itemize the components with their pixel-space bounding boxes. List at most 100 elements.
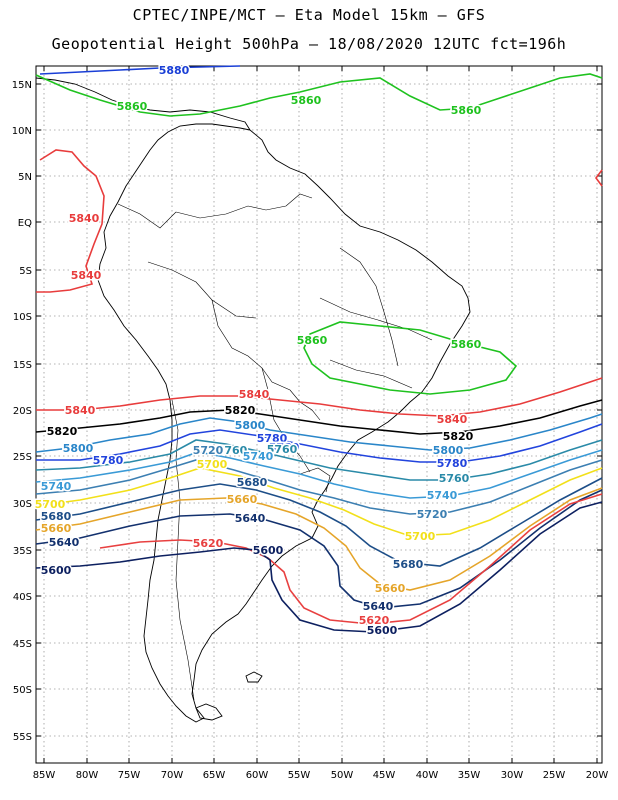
contour-label-5880: 5880 (159, 64, 190, 77)
central-america-coast (35, 77, 251, 131)
brazil-states-2 (319, 297, 433, 341)
contour-label-5640: 5640 (363, 600, 394, 613)
contour-5880 (39, 65, 241, 75)
contour-label-5860: 5860 (297, 334, 328, 347)
map-subtitle: Geopotential Height 500hPa – 18/08/2020 … (51, 35, 567, 53)
latitude-label: 20S (13, 406, 32, 417)
contour-label-5860: 5860 (291, 94, 322, 107)
contour-label-5720: 5720 (193, 444, 224, 457)
latitude-label: 5N (18, 172, 32, 183)
longitude-label: 45W (373, 770, 396, 781)
tierra-del-fuego (195, 703, 223, 721)
contour-5820 (35, 399, 603, 435)
border-andes-brazil (147, 261, 257, 319)
contour-label-5760: 5760 (267, 443, 298, 456)
latitude-label: EQ (18, 218, 32, 229)
contour-label-5680: 5680 (41, 510, 72, 523)
border-colombia-peru (117, 203, 177, 229)
contour-label-5660: 5660 (375, 582, 406, 595)
longitude-label: 80W (76, 770, 99, 781)
latitude-label: 15N (12, 80, 32, 91)
longitude-label: 20W (586, 770, 609, 781)
contour-label-5700: 5700 (35, 498, 66, 511)
map-title: CPTEC/INPE/MCT – Eta Model 15km – GFS (132, 6, 486, 24)
contour-label-5760: 5760 (439, 472, 470, 485)
latitude-label: 55S (13, 732, 32, 743)
contour-label-5640: 5640 (49, 536, 80, 549)
contour-5860-north (35, 73, 603, 117)
longitude-label: 55W (288, 770, 311, 781)
longitude-label: 50W (331, 770, 354, 781)
latitude-label: 15S (13, 360, 32, 371)
contour-label-5600: 5600 (41, 564, 72, 577)
contour-label-5600: 5600 (367, 624, 398, 637)
latitude-labels: 15N 10N 5N EQ 5S 10S 15S 20S 25S 30S 35S 40S 45S 50S 5… (12, 80, 32, 743)
contour-labels: 5880 5860 5860 5860 5860 5860 5840 5840 5840 5840… (33, 63, 483, 639)
coastlines (35, 77, 471, 723)
longitude-label: 85W (33, 770, 56, 781)
contour-label-5820: 5820 (443, 430, 474, 443)
contour-label-5840: 5840 (65, 404, 96, 417)
contour-label-5660: 5660 (227, 493, 258, 506)
contour-label-5780: 5780 (257, 432, 288, 445)
latitude-label: 35S (13, 546, 32, 557)
border-paraguay (261, 367, 321, 421)
contour-label-5620: 5620 (193, 537, 224, 550)
contour-5620 (99, 493, 603, 625)
contour-label-5620: 5620 (359, 614, 390, 627)
south-america-coast (97, 123, 471, 723)
contour-5800 (35, 413, 603, 453)
contour-5840-east-edge (595, 169, 603, 187)
contour-5780 (36, 423, 603, 463)
latitude-label: 50S (13, 685, 32, 696)
contour-5760 (35, 439, 603, 481)
contour-label-5800: 5800 (235, 419, 266, 432)
longitude-label: 30W (501, 770, 524, 781)
contour-label-5740: 5740 (243, 450, 274, 463)
contour-5660 (35, 487, 603, 591)
longitude-label: 25W (543, 770, 566, 781)
contour-label-5680: 5680 (393, 558, 424, 571)
contour-label-5760: 5760 (217, 444, 248, 457)
contour-label-5660: 5660 (41, 522, 72, 535)
falkland-islands (245, 671, 263, 683)
contour-5680 (35, 477, 603, 567)
contour-label-5780: 5780 (269, 441, 300, 454)
contour-label-5860: 5860 (117, 100, 148, 113)
contour-5700 (35, 467, 603, 537)
latitude-label: 5S (19, 266, 32, 277)
contour-label-5820: 5820 (225, 404, 256, 417)
latitude-label: 10S (13, 312, 32, 323)
contour-5860-ring (303, 321, 518, 395)
contour-label-5860: 5860 (451, 338, 482, 351)
longitude-label: 35W (458, 770, 481, 781)
contour-label-5800: 5800 (63, 442, 94, 455)
contour-5840 (36, 377, 603, 417)
latitude-label: 45S (13, 639, 32, 650)
longitude-label: 75W (118, 770, 141, 781)
contour-label-5680: 5680 (237, 476, 268, 489)
contour-lines (35, 65, 603, 633)
latitude-label: 40S (13, 592, 32, 603)
contour-label-5780: 5780 (437, 457, 468, 470)
latitude-label: 25S (13, 452, 32, 463)
contour-label-5720: 5720 (417, 508, 448, 521)
contour-5740 (35, 449, 603, 499)
contour-label-5800: 5800 (433, 444, 464, 457)
longitude-label: 70W (161, 770, 184, 781)
border-uruguay (299, 467, 331, 493)
contour-label-5840: 5840 (437, 413, 468, 426)
contour-label-5780: 5780 (93, 454, 124, 467)
longitude-label: 65W (203, 770, 226, 781)
contour-5600 (35, 501, 603, 633)
contour-label-5840: 5840 (69, 212, 100, 225)
longitude-labels: 85W 80W 75W 70W 65W 60W 55W 50W 45W 40W 35W 30W 25W 2… (33, 770, 609, 781)
map-frame (35, 65, 603, 764)
contour-label-5840: 5840 (71, 269, 102, 282)
contour-label-5820: 5820 (47, 425, 78, 438)
latitude-label: 10N (12, 126, 32, 137)
contour-5640 (35, 489, 603, 609)
contour-label-5860: 5860 (451, 104, 482, 117)
contour-label-5840: 5840 (239, 388, 270, 401)
